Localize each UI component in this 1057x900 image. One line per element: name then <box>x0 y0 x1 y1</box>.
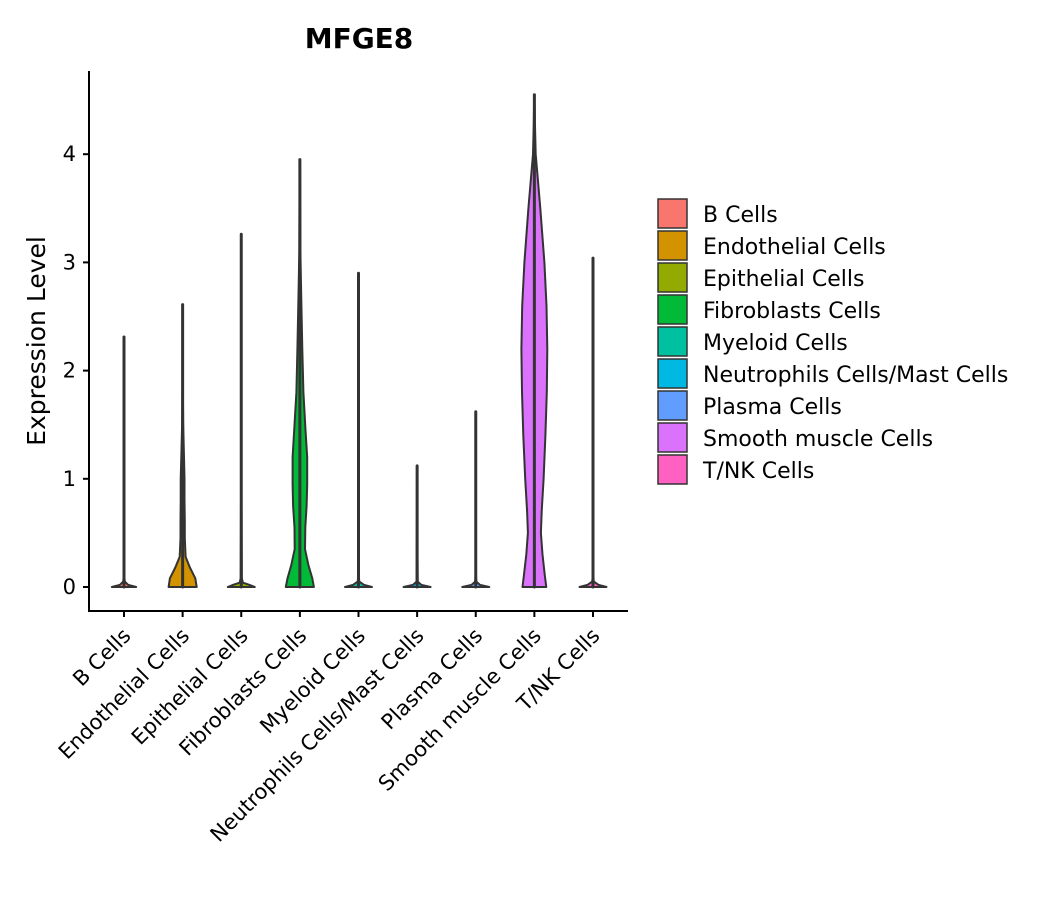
legend-label: B Cells <box>703 203 778 228</box>
y-tick-label: 2 <box>63 359 76 383</box>
legend-label: Fibroblasts Cells <box>703 299 881 324</box>
legend-label: Endothelial Cells <box>703 235 886 260</box>
legend-swatch <box>657 262 688 293</box>
y-tick-label: 1 <box>63 467 76 491</box>
legend-swatch <box>657 326 688 357</box>
legend-label: T/NK Cells <box>702 459 814 484</box>
legend: B Cells Endothelial Cells Epithelial Cells… <box>657 198 1008 485</box>
legend-label: Epithelial Cells <box>703 267 864 292</box>
violins-layer <box>110 93 608 589</box>
legend-swatch <box>657 390 688 421</box>
legend-label: Smooth muscle Cells <box>703 427 933 452</box>
legend-swatch <box>657 358 688 389</box>
legend-label: Neutrophils Cells/Mast Cells <box>703 363 1008 388</box>
y-tick-label: 4 <box>63 142 76 166</box>
chart-title: MFGE8 <box>305 22 414 55</box>
legend-swatch <box>657 294 688 325</box>
legend-label: Myeloid Cells <box>703 331 848 356</box>
legend-swatch <box>657 454 688 485</box>
y-axis-ticks: 0 1 2 3 4 <box>63 142 89 599</box>
x-tick-label: Neutrophils Cells/Mast Cells <box>206 624 429 847</box>
y-axis-title: Expression Level <box>22 236 51 446</box>
x-tick-label: Plasma Cells <box>377 624 488 735</box>
legend-label: Plasma Cells <box>703 395 842 420</box>
legend-swatch <box>657 230 688 261</box>
legend-swatch <box>657 422 688 453</box>
x-tick-label: Myeloid Cells <box>255 624 370 739</box>
y-tick-label: 0 <box>63 575 76 599</box>
y-tick-label: 3 <box>63 250 76 274</box>
legend-swatch <box>657 198 688 229</box>
